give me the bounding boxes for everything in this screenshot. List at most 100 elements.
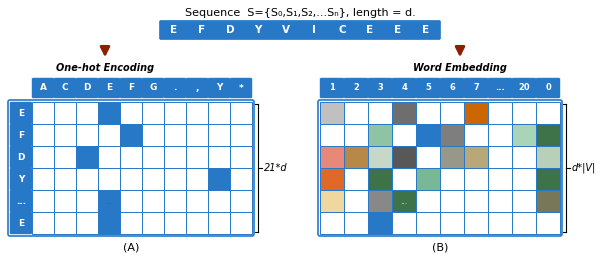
Bar xyxy=(32,168,54,190)
FancyBboxPatch shape xyxy=(164,78,186,98)
Bar xyxy=(186,212,208,234)
Bar xyxy=(54,146,76,168)
Bar xyxy=(464,190,488,212)
Text: 1: 1 xyxy=(329,83,335,93)
Text: ...: ... xyxy=(105,197,113,205)
Bar xyxy=(512,124,536,146)
Text: Y: Y xyxy=(18,175,24,183)
Bar xyxy=(368,146,392,168)
Bar xyxy=(208,190,230,212)
Text: ...: ... xyxy=(400,197,407,205)
Text: E: E xyxy=(422,25,430,35)
Bar xyxy=(76,168,98,190)
Bar xyxy=(488,190,512,212)
Bar xyxy=(54,168,76,190)
FancyBboxPatch shape xyxy=(230,78,252,98)
Bar xyxy=(230,124,252,146)
Text: D: D xyxy=(83,83,91,93)
Text: (B): (B) xyxy=(432,243,448,253)
Text: d*|V|: d*|V| xyxy=(572,163,596,173)
Text: F: F xyxy=(128,83,134,93)
Bar xyxy=(142,102,164,124)
Bar xyxy=(186,102,208,124)
FancyBboxPatch shape xyxy=(208,78,230,98)
Bar xyxy=(464,168,488,190)
FancyBboxPatch shape xyxy=(512,78,536,98)
Bar xyxy=(440,168,464,190)
Bar xyxy=(488,124,512,146)
Text: V: V xyxy=(282,25,290,35)
Text: E: E xyxy=(18,219,24,227)
Bar xyxy=(230,168,252,190)
Bar xyxy=(392,102,416,124)
Text: E: E xyxy=(170,25,178,35)
Bar xyxy=(186,146,208,168)
FancyBboxPatch shape xyxy=(344,78,368,98)
Bar xyxy=(320,168,344,190)
FancyBboxPatch shape xyxy=(412,21,440,39)
Bar xyxy=(32,146,54,168)
Bar xyxy=(320,146,344,168)
Bar xyxy=(392,124,416,146)
Bar xyxy=(120,124,142,146)
Text: E: E xyxy=(18,108,24,118)
Text: 2: 2 xyxy=(353,83,359,93)
Bar xyxy=(32,124,54,146)
Bar xyxy=(416,212,440,234)
Bar xyxy=(488,168,512,190)
Text: One-hot Encoding: One-hot Encoding xyxy=(56,63,154,73)
Bar xyxy=(416,102,440,124)
Bar xyxy=(120,190,142,212)
Bar xyxy=(344,146,368,168)
Bar xyxy=(320,190,344,212)
FancyBboxPatch shape xyxy=(10,102,32,124)
Bar xyxy=(164,212,186,234)
Bar xyxy=(164,124,186,146)
Bar xyxy=(512,190,536,212)
Bar xyxy=(488,212,512,234)
Bar xyxy=(344,124,368,146)
Bar xyxy=(208,146,230,168)
FancyBboxPatch shape xyxy=(10,146,32,168)
Bar xyxy=(536,190,560,212)
FancyBboxPatch shape xyxy=(142,78,164,98)
Bar xyxy=(208,168,230,190)
Bar xyxy=(344,102,368,124)
Bar xyxy=(320,124,344,146)
Bar xyxy=(120,102,142,124)
Bar xyxy=(464,212,488,234)
FancyBboxPatch shape xyxy=(244,21,272,39)
Bar xyxy=(186,124,208,146)
Bar xyxy=(208,102,230,124)
Text: ...: ... xyxy=(16,197,26,205)
Bar xyxy=(488,146,512,168)
Bar xyxy=(230,102,252,124)
FancyBboxPatch shape xyxy=(98,78,120,98)
Bar xyxy=(440,190,464,212)
Text: E: E xyxy=(394,25,401,35)
Text: F: F xyxy=(199,25,206,35)
Bar xyxy=(344,168,368,190)
Bar xyxy=(392,190,416,212)
Bar xyxy=(98,212,120,234)
Bar xyxy=(464,124,488,146)
Bar xyxy=(76,102,98,124)
Bar xyxy=(368,168,392,190)
Bar xyxy=(142,168,164,190)
Text: 7: 7 xyxy=(473,83,479,93)
Text: 4: 4 xyxy=(401,83,407,93)
Bar xyxy=(164,190,186,212)
Bar xyxy=(512,168,536,190)
Text: 20: 20 xyxy=(518,83,530,93)
Bar xyxy=(208,124,230,146)
Bar xyxy=(230,212,252,234)
Text: Y: Y xyxy=(216,83,222,93)
Text: D: D xyxy=(17,153,25,162)
Text: C: C xyxy=(338,25,346,35)
Bar xyxy=(440,146,464,168)
Text: 3: 3 xyxy=(377,83,383,93)
Text: Word Embedding: Word Embedding xyxy=(413,63,507,73)
Bar xyxy=(142,146,164,168)
Bar xyxy=(416,124,440,146)
FancyBboxPatch shape xyxy=(120,78,142,98)
